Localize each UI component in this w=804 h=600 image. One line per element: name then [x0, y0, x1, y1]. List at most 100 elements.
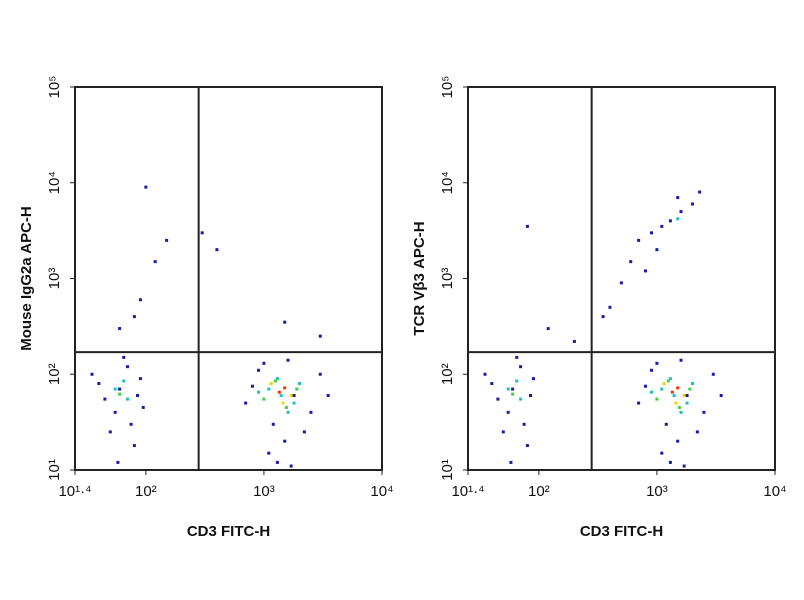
x-tick-label: 10¹·⁴ — [451, 483, 484, 500]
event-dot — [529, 393, 533, 397]
event-dot — [302, 430, 306, 434]
event-dot — [275, 377, 279, 381]
event-dot — [297, 382, 301, 386]
event-dot — [284, 405, 288, 409]
plot-frame — [74, 86, 383, 471]
event-dot — [679, 210, 683, 214]
event-dot — [522, 422, 526, 426]
event-dot — [664, 422, 668, 426]
y-tick-label: 10¹ — [439, 459, 456, 481]
x-tick-label: 10² — [528, 483, 550, 500]
event-dot — [269, 382, 273, 386]
event-dot — [257, 368, 261, 372]
event-dot — [289, 393, 293, 397]
event-dot — [643, 384, 647, 388]
event-dot — [132, 315, 136, 319]
event-dot — [138, 298, 142, 302]
event-dot — [267, 451, 271, 455]
event-dot — [619, 281, 623, 285]
event-dot — [695, 430, 699, 434]
event-dot — [660, 224, 664, 228]
event-dot — [519, 365, 523, 369]
event-dot — [165, 238, 169, 242]
event-dot — [113, 387, 117, 391]
event-dot — [483, 372, 487, 376]
event-dot — [668, 460, 672, 464]
event-dot — [113, 410, 117, 414]
event-dot — [674, 401, 678, 405]
event-dot — [277, 390, 281, 394]
event-dot — [262, 361, 266, 365]
x-axis-title: CD3 FITC-H — [187, 523, 270, 540]
event-dot — [318, 372, 322, 376]
event-dot — [292, 401, 296, 405]
x-tick-label: 10³ — [646, 483, 668, 500]
event-dot — [682, 393, 686, 397]
event-dot — [698, 190, 702, 194]
y-tick-label: 10⁴ — [439, 171, 456, 194]
event-dot — [670, 390, 674, 394]
event-dot — [244, 401, 248, 405]
event-dot — [122, 355, 126, 359]
event-dot — [662, 382, 666, 386]
y-tick-label: 10⁵ — [439, 76, 456, 99]
event-dot — [690, 382, 694, 386]
event-dot — [279, 393, 283, 397]
y-tick-label: 10¹ — [46, 459, 63, 481]
event-dot — [677, 405, 681, 409]
event-dot — [685, 393, 689, 397]
event-dot — [572, 339, 576, 343]
y-axis-title: Mouse IgG2a APC-H — [18, 206, 35, 350]
event-dot — [496, 397, 500, 401]
x-tick-label: 10² — [135, 483, 157, 500]
event-dot — [271, 422, 275, 426]
event-dot — [153, 260, 157, 264]
event-dot — [318, 334, 322, 338]
event-dot — [286, 410, 290, 414]
event-dot — [132, 444, 136, 448]
event-dot — [286, 358, 290, 362]
event-dot — [289, 464, 293, 468]
event-dot — [144, 185, 148, 189]
event-dot — [509, 460, 513, 464]
event-dot — [118, 327, 122, 331]
event-dot — [650, 368, 654, 372]
y-tick-label: 10⁵ — [46, 76, 63, 99]
event-dot — [97, 382, 101, 386]
y-tick-label: 10³ — [439, 268, 456, 290]
event-dot — [676, 217, 680, 221]
event-dot — [650, 231, 654, 235]
event-dot — [250, 384, 254, 388]
y-tick-label: 10³ — [46, 268, 63, 290]
event-dot — [490, 382, 494, 386]
event-dot — [90, 372, 94, 376]
event-dot — [275, 460, 279, 464]
event-dot — [676, 196, 680, 200]
event-dot — [650, 390, 654, 394]
event-dot — [292, 393, 296, 397]
event-dot — [679, 410, 683, 414]
event-dot — [511, 392, 515, 396]
y-axis-title: TCR Vβ3 APC-H — [411, 221, 428, 335]
event-dot — [129, 422, 133, 426]
x-tick-label: 10¹·⁴ — [58, 483, 91, 500]
event-dot — [519, 397, 523, 401]
event-dot — [676, 386, 680, 390]
event-dot — [682, 464, 686, 468]
event-dot — [679, 358, 683, 362]
event-dot — [283, 439, 287, 443]
event-dot — [141, 405, 145, 409]
event-dot — [719, 393, 723, 397]
event-dot — [660, 451, 664, 455]
event-dot — [326, 393, 330, 397]
event-dot — [281, 401, 285, 405]
event-dot — [511, 387, 515, 391]
event-dot — [515, 379, 519, 383]
event-dot — [655, 361, 659, 365]
event-dot — [116, 460, 120, 464]
event-dot — [525, 444, 529, 448]
event-dot — [283, 320, 287, 324]
event-dot — [136, 393, 140, 397]
